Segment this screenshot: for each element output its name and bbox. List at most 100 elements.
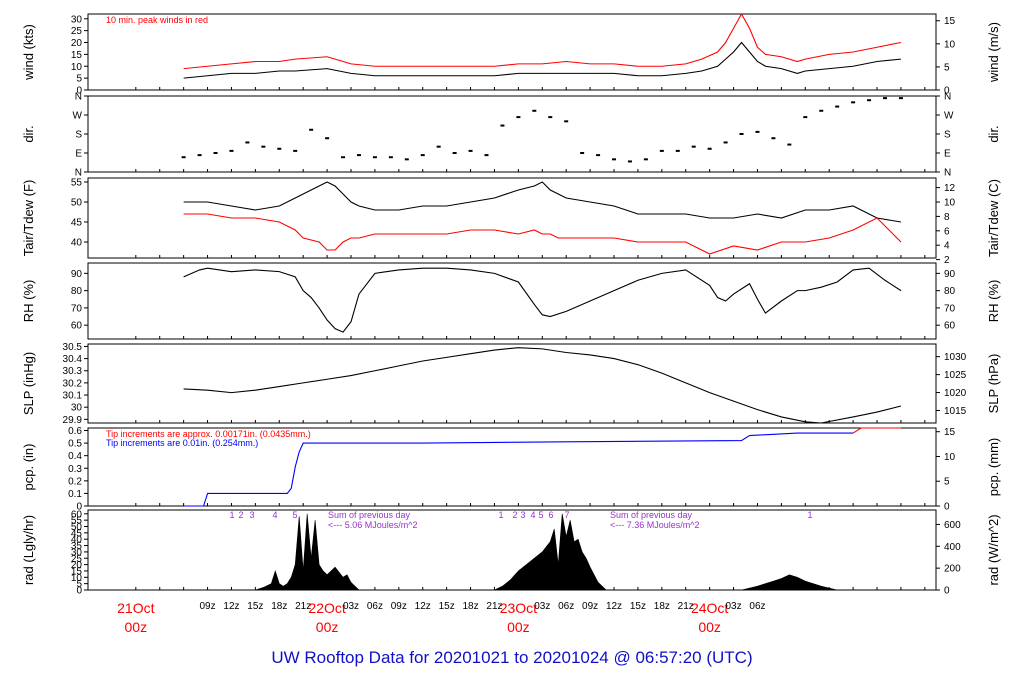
y2-tick-label: N [944, 168, 951, 179]
direction-point [867, 99, 872, 102]
y-tick-label: 30 [71, 547, 83, 558]
x-tick-label: 15z [247, 601, 263, 612]
y-tick-label: 0.2 [68, 476, 82, 487]
direction-point [675, 149, 680, 152]
direction-point [564, 120, 569, 123]
y-tick-label: 30 [71, 403, 83, 414]
y-tick-label: N [75, 168, 82, 179]
y-tick-label: 29.9 [63, 415, 83, 426]
y-tick-label: 0.3 [68, 464, 82, 475]
direction-point [787, 143, 792, 146]
y-tick-label: 45 [71, 218, 83, 229]
y2-axis-label: rad (W/m^2) [986, 514, 1001, 585]
radiation-hour-label: 5 [538, 510, 543, 520]
radiation-area-1 [494, 513, 607, 591]
panel-frame [87, 427, 937, 507]
direction-point [356, 154, 361, 157]
y-tick-label: 15 [71, 50, 83, 61]
y2-tick-label: 0 [944, 502, 950, 513]
y-tick-label: 40 [71, 238, 83, 249]
x-tick-label: 18z [654, 601, 670, 612]
x-tick-label: 09z [582, 601, 598, 612]
direction-point [309, 128, 314, 131]
y2-tick-label: 10 [944, 452, 956, 463]
y-tick-label: E [75, 149, 82, 160]
panel-frame [87, 177, 937, 259]
y-tick-label: 0 [76, 586, 82, 597]
y2-axis-label: Tair/Tdew (C) [986, 179, 1001, 257]
y2-tick-label: N [944, 92, 951, 103]
x-tick-label: 06z [558, 601, 574, 612]
direction-point [835, 105, 840, 108]
y2-tick-label: 2 [944, 255, 950, 266]
x-tick-label: 12z [606, 601, 622, 612]
y2-axis-label: RH (%) [986, 280, 1001, 323]
panel-frame [87, 262, 937, 340]
direction-point [898, 97, 903, 100]
y-tick-label: 55 [71, 178, 83, 189]
y2-tick-label: W [944, 111, 954, 122]
radiation-area-2 [741, 574, 838, 591]
direction-point [245, 141, 250, 144]
radiation-hour-label: 1 [807, 510, 812, 520]
y2-tick-label: E [944, 149, 951, 160]
radiation-sum-day2-value: <--- 7.36 MJoules/m^2 [610, 520, 700, 530]
panel-frame [87, 95, 937, 173]
direction-point [197, 154, 202, 157]
y2-tick-label: 8 [944, 212, 950, 223]
y-tick-label: 15 [71, 566, 83, 577]
y-tick-label: 60 [71, 509, 83, 520]
y-axis-label: dir. [21, 125, 36, 142]
x-tick-label: 18z [462, 601, 478, 612]
direction-point [325, 137, 330, 140]
direction-point [484, 154, 489, 157]
direction-point [707, 147, 712, 150]
y-tick-label: 30.5 [63, 342, 83, 353]
direction-point [612, 158, 617, 161]
radiation-hour-label: 3 [249, 510, 254, 520]
y-tick-label: 40 [71, 535, 83, 546]
y-axis-label: Tair/Tdew (F) [21, 180, 36, 257]
panel-frame [87, 13, 937, 91]
pcp-annotation-blue: Tip increments are 0.01in. (0.254mm.) [106, 438, 258, 448]
direction-point [229, 149, 234, 152]
panel-annotation: 10 min. peak winds in red [106, 15, 208, 25]
y-tick-label: 60 [71, 321, 83, 332]
y2-tick-label: 70 [944, 303, 956, 314]
radiation-hour-label: 5 [292, 510, 297, 520]
y-tick-label: 20 [71, 38, 83, 49]
y2-axis-label: dir. [986, 125, 1001, 142]
y2-tick-label: 200 [944, 564, 961, 575]
y-tick-label: 55 [71, 516, 83, 527]
radiation-hour-label: 6 [548, 510, 553, 520]
radiation-hour-label: 4 [272, 510, 277, 520]
radiation-hour-label: 3 [520, 510, 525, 520]
direction-point [468, 149, 473, 152]
x-day-label: 23Oct [500, 600, 537, 616]
y2-tick-label: 80 [944, 286, 956, 297]
radiation-sum-day2: Sum of previous day [610, 510, 693, 520]
y-tick-label: 20 [71, 560, 83, 571]
x-tick-label: 21z [678, 601, 694, 612]
y-tick-label: W [73, 111, 83, 122]
direction-point [500, 124, 505, 127]
y-tick-label: 30.2 [63, 378, 83, 389]
y2-tick-label: 90 [944, 269, 956, 280]
direction-point [452, 152, 457, 154]
y2-tick-label: 60 [944, 321, 956, 332]
direction-point [420, 154, 425, 157]
radiation-hour-label: 1 [498, 510, 503, 520]
pcp-annotation-red: Tip increments are approx. 0.00171in. (0… [106, 429, 311, 439]
radiation-hour-label: 2 [512, 510, 517, 520]
y2-tick-label: 5 [944, 62, 950, 73]
y-tick-label: 25 [71, 26, 83, 37]
y-axis-label: wind (kts) [21, 24, 36, 81]
direction-point [627, 160, 632, 163]
x-tick-label: 09z [199, 601, 215, 612]
y-tick-label: 0 [76, 86, 82, 97]
direction-point [851, 101, 856, 104]
direction-point [277, 147, 282, 150]
y-tick-label: 0.5 [68, 439, 82, 450]
y-tick-label: 50 [71, 522, 83, 533]
